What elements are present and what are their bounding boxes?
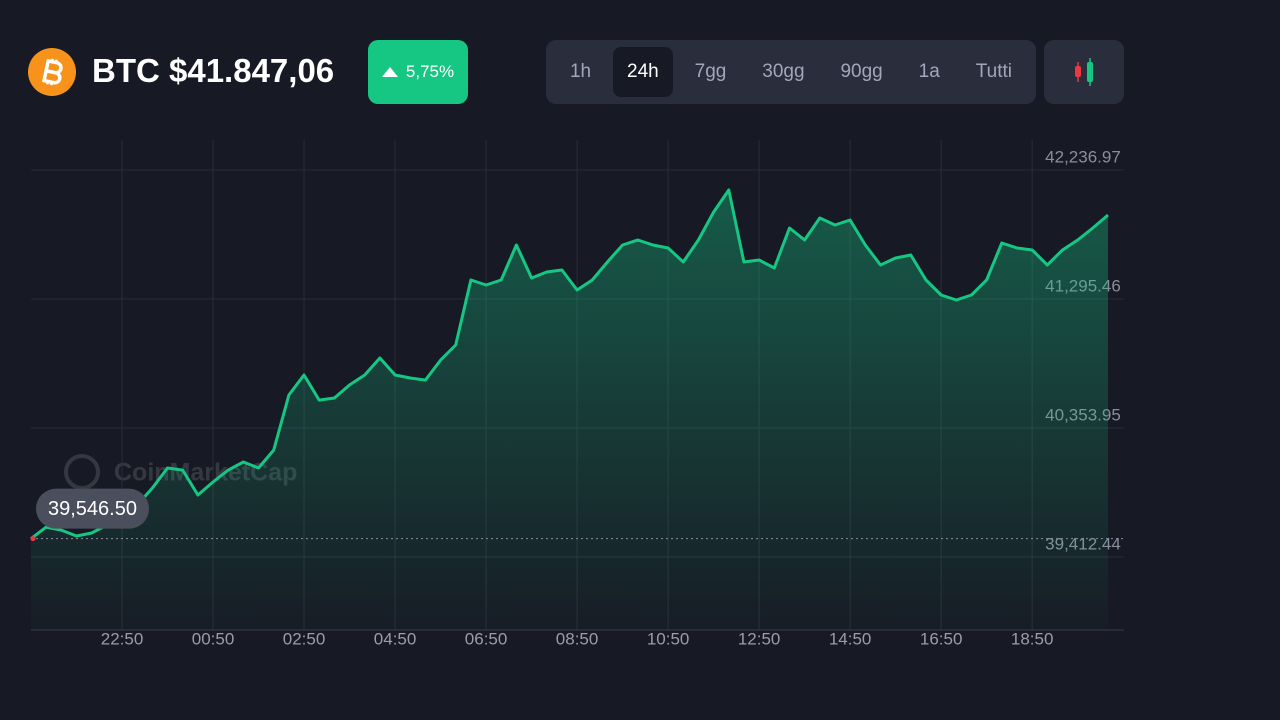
coin-icon — [28, 48, 76, 96]
change-value: 5,75% — [405, 62, 455, 81]
y-tick-label: 42,236.97 — [1045, 147, 1121, 166]
watermark-logo — [64, 454, 100, 490]
timeframe-button[interactable]: 30gg — [762, 61, 805, 82]
timeframe-button[interactable]: 7gg — [694, 61, 727, 82]
price-line — [30, 188, 1109, 540]
timeframe-button[interactable]: 24h — [613, 47, 673, 97]
x-tick-label: 12:50 — [738, 629, 781, 648]
reference-pill — [36, 488, 149, 529]
start-dot — [30, 536, 36, 542]
x-tick-label: 22:50 — [101, 629, 144, 648]
timeframe-group: 1h 24h 7gg 30gg 90gg 1a Tutti — [546, 40, 1036, 104]
x-tick-label: 08:50 — [556, 629, 599, 648]
change-badge: 5,75% — [368, 40, 468, 104]
price: $41.847,06 — [169, 52, 335, 89]
timeframe-button[interactable]: 90gg — [840, 61, 883, 82]
reference-label: 39,546.50 — [48, 498, 137, 520]
coin-logo — [28, 48, 76, 96]
candle-toggle[interactable] — [1044, 40, 1124, 104]
x-tick-label: 10:50 — [647, 629, 690, 648]
x-tick-label: 06:50 — [465, 629, 508, 648]
title: BTC $41.847,06 — [92, 52, 334, 90]
timeframe-button[interactable]: 1h — [569, 61, 592, 82]
x-tick-label: 16:50 — [920, 629, 963, 648]
x-tick-label: 14:50 — [829, 629, 872, 648]
area-fill — [31, 190, 1108, 630]
x-tick-label: 02:50 — [283, 629, 326, 648]
x-tick-label: 00:50 — [192, 629, 235, 648]
candle-icon — [1075, 58, 1093, 86]
x-tick-label: 04:50 — [374, 629, 417, 648]
timeframe-button[interactable]: Tutti — [975, 61, 1012, 82]
timeframe-button[interactable]: 1a — [918, 61, 940, 82]
x-tick-label: 18:50 — [1011, 629, 1054, 648]
coin-symbol: BTC — [92, 52, 160, 89]
up-arrow — [381, 67, 398, 77]
